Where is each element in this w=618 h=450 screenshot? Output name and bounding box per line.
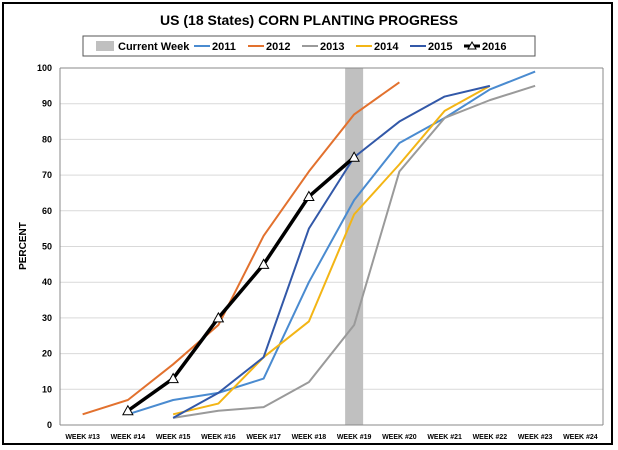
x-tick-label: WEEK #19 bbox=[337, 434, 372, 441]
y-tick-label: 20 bbox=[42, 349, 52, 359]
current-week-bar-rect bbox=[345, 68, 364, 425]
y-tick-label: 0 bbox=[47, 420, 52, 430]
series-2015 bbox=[172, 84, 491, 419]
series-2012 bbox=[82, 81, 400, 416]
y-tick-label: 60 bbox=[42, 206, 52, 216]
series-2016 bbox=[122, 151, 360, 416]
x-tick-label: WEEK #13 bbox=[65, 434, 100, 441]
series-2011 bbox=[127, 70, 536, 416]
data-point-marker bbox=[212, 311, 225, 323]
legend-label-2014: 2014 bbox=[374, 41, 399, 53]
y-tick-label: 40 bbox=[42, 277, 52, 287]
series-2013 bbox=[172, 84, 536, 419]
series-lines bbox=[82, 70, 536, 419]
data-point-marker bbox=[303, 190, 315, 202]
current-week-bar bbox=[345, 68, 364, 425]
series-line-2016 bbox=[126, 155, 356, 413]
legend-label-2011: 2011 bbox=[212, 41, 236, 53]
chart-title: US (18 States) CORN PLANTING PROGRESS bbox=[160, 12, 458, 28]
x-tick-label: WEEK #14 bbox=[111, 434, 146, 441]
x-tick-label: WEEK #23 bbox=[518, 434, 553, 441]
y-axis-label: PERCENT bbox=[18, 222, 29, 270]
x-tick-label: WEEK #20 bbox=[382, 434, 417, 441]
legend-marker-2016 bbox=[467, 40, 477, 50]
data-point-marker bbox=[167, 372, 179, 384]
legend-swatch-current-week bbox=[96, 41, 114, 51]
x-tick-label: WEEK #16 bbox=[201, 434, 236, 441]
legend: Current Week 2011 2012 2013 2014 2015 2016 bbox=[82, 35, 536, 57]
legend-label-2013: 2013 bbox=[320, 41, 344, 53]
y-tick-label: 10 bbox=[42, 384, 52, 394]
series-line-2011 bbox=[127, 70, 536, 416]
y-tick-label: 30 bbox=[42, 313, 52, 323]
axes: 0 10 20 30 40 50 60 70 80 90 100 WEEK #13 WEEK #14 WE… bbox=[37, 63, 604, 441]
series-line-2015 bbox=[172, 84, 491, 419]
data-point-marker bbox=[348, 151, 360, 162]
legend-label-2016: 2016 bbox=[482, 41, 506, 53]
x-tick-label: WEEK #22 bbox=[473, 434, 508, 441]
data-point-marker bbox=[122, 404, 134, 416]
y-tick-label: 50 bbox=[42, 242, 52, 252]
series-line-2013 bbox=[172, 84, 536, 419]
chart-frame bbox=[2, 2, 613, 445]
legend-label-2015: 2015 bbox=[428, 41, 452, 53]
series-line-2012 bbox=[82, 81, 400, 416]
gridlines bbox=[60, 67, 603, 390]
legend-label-current-week: Current Week bbox=[118, 41, 190, 53]
x-tick-label: WEEK #17 bbox=[246, 434, 281, 441]
x-tick-label: WEEK #18 bbox=[292, 434, 327, 441]
y-tick-label: 80 bbox=[42, 134, 52, 144]
x-tick-label: WEEK #24 bbox=[563, 434, 598, 441]
data-point-marker bbox=[257, 258, 270, 269]
y-tick-label: 70 bbox=[42, 170, 52, 180]
y-tick-label: 100 bbox=[37, 63, 52, 73]
series-2014 bbox=[172, 84, 491, 416]
series-line-2014 bbox=[172, 84, 491, 416]
y-tick-label: 90 bbox=[42, 99, 52, 109]
x-tick-label: WEEK #21 bbox=[427, 434, 462, 441]
legend-label-2012: 2012 bbox=[266, 41, 290, 53]
x-tick-label: WEEK #15 bbox=[156, 434, 191, 441]
